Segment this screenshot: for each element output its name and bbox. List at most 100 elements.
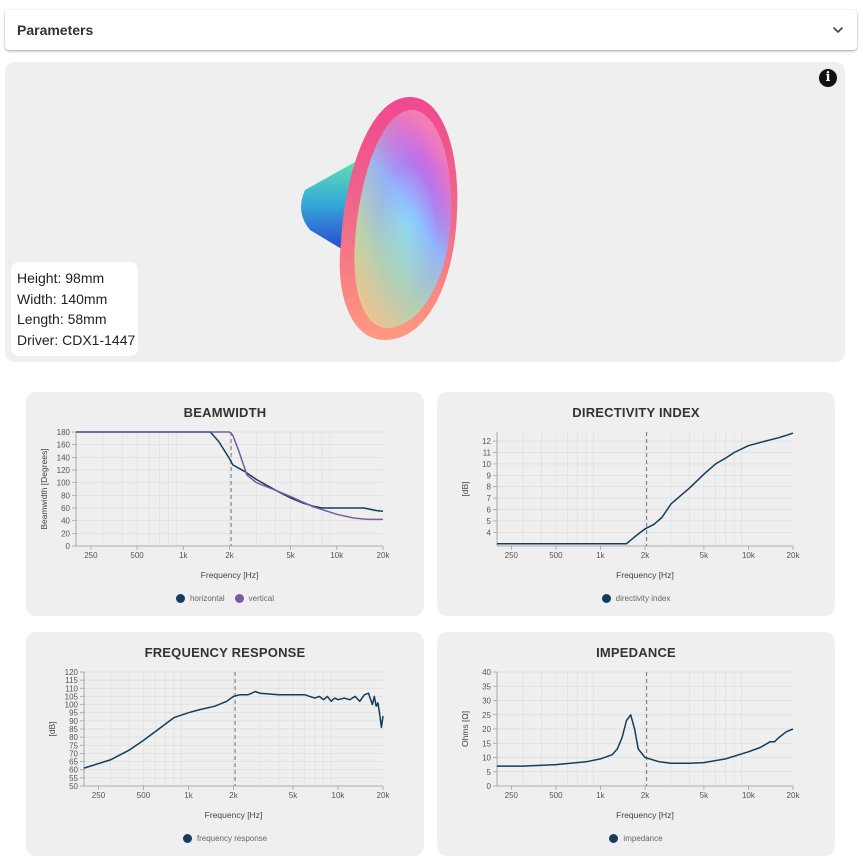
x-tick-label: 1k [179,551,188,560]
driver-label: Driver: CDX1-1447 [17,331,136,348]
x-tick-label: 20k [787,551,801,560]
impedance-chart: 0 5 10 15 20 25 30 35 40 250 500 1k 2k 5k 10k 20k Freque… [460,668,800,820]
height-label: Height: 98mm [17,270,105,286]
y-tick-label: 85 [69,725,78,734]
y-tick-label: 100 [65,701,79,710]
x-tick-label: 250 [505,791,519,800]
impedance-card: IMPEDANCE 0 5 10 15 20 25 30 35 40 250 500 1k 2k 5k 10… [437,632,835,856]
x-tick-label: 250 [505,551,519,560]
y-tick-label: 20 [61,529,70,538]
length-label: Length: 58mm [17,311,107,327]
y-tick-label: 65 [69,758,78,767]
y-axis-title: [dB] [47,721,57,736]
y-tick-label: 8 [487,483,492,492]
horn-3d-viewer[interactable]: i Height: 98mm Width: 140mm Length: 58mm… [5,62,845,362]
x-tick-label: 5k [700,791,709,800]
chevron-down-icon[interactable] [831,23,845,37]
y-tick-label: 115 [65,676,78,685]
y-tick-label: 0 [66,542,71,551]
y-tick-label: 15 [482,739,491,748]
x-tick-label: 500 [549,791,563,800]
x-axis-title: Frequency [Hz] [616,810,674,820]
y-tick-label: 55 [69,774,78,783]
x-tick-label: 250 [92,791,106,800]
y-tick-label: 25 [482,711,491,720]
x-tick-label: 1k [596,551,605,560]
y-tick-label: 80 [61,491,70,500]
y-tick-label: 50 [69,782,78,791]
frequency-response-legend: frequency response [26,834,424,843]
x-axis-title: Frequency [Hz] [201,570,259,580]
x-tick-label: 10k [742,791,756,800]
legend-item-impedance[interactable]: impedance [609,834,663,843]
x-tick-label: 1k [184,791,193,800]
y-tick-label: 10 [482,460,491,469]
x-tick-label: 1k [596,791,605,800]
y-tick-label: 5 [487,517,492,526]
y-tick-label: 35 [482,682,491,691]
legend-dot-icon [609,834,619,843]
y-tick-label: 180 [57,428,71,437]
impedance-title: IMPEDANCE [596,645,676,660]
y-tick-label: 12 [482,437,491,446]
y-tick-label: 5 [487,768,492,777]
legend-dot-icon [601,594,611,603]
y-tick-label: 160 [57,441,71,450]
y-axis-title: Beamwidth [Degrees] [39,448,49,529]
x-tick-label: 10k [330,551,344,560]
legend-item-frequency-response[interactable]: frequency response [182,834,268,843]
directivity-index-card: DIRECTIVITY INDEX 4 5 6 7 8 9 10 11 12 250 500 1k 2k… [437,392,835,616]
x-tick-label: 2k [229,791,238,800]
y-tick-label: 120 [65,668,79,677]
legend-item-horizontal[interactable]: horizontal [175,594,225,603]
x-tick-label: 2k [225,551,234,560]
horn-model [301,97,458,340]
y-tick-label: 95 [69,709,78,718]
beamwidth-card: BEAMWIDTH 0 20 40 60 80 100 120 140 160 180 250 500… [26,392,424,616]
legend-dot-icon [182,834,192,843]
legend-label: vertical [248,594,275,603]
y-tick-label: 40 [61,517,70,526]
frequency-response-card: FREQUENCY RESPONSE 50 55 60 65 70 75 80 85 90 95 1… [26,632,424,856]
y-tick-label: 70 [69,749,78,758]
y-tick-label: 4 [487,528,492,537]
x-tick-label: 20k [377,551,391,560]
parameters-accordion[interactable]: Parameters [5,10,857,50]
series-line-impedance [497,714,794,767]
y-tick-label: 80 [69,733,78,742]
legend-label: impedance [623,834,663,843]
impedance-legend: impedance [437,834,835,843]
x-tick-label: 500 [130,551,144,560]
directivity-index-chart: 4 5 6 7 8 9 10 11 12 250 500 1k 2k 5k 10k 20k Frequency … [460,432,801,580]
series-line-vertical [76,431,383,521]
x-tick-label: 500 [137,791,151,800]
y-tick-label: 9 [487,471,492,480]
legend-dot-icon [234,594,244,603]
series-line-frequency-response [83,690,384,769]
legend-label: directivity index [615,594,671,603]
legend-item-vertical[interactable]: vertical [234,594,275,603]
parameters-title: Parameters [17,22,94,38]
x-tick-label: 10k [332,791,346,800]
y-tick-label: 60 [61,504,70,513]
y-tick-label: 110 [65,684,78,693]
beamwidth-legend: horizontal vertical [26,594,424,603]
info-icon[interactable]: i [819,69,837,87]
legend-label: horizontal [189,594,225,603]
y-tick-label: 100 [57,479,71,488]
y-tick-label: 60 [69,766,78,775]
y-tick-label: 140 [57,453,71,462]
legend-label: frequency response [196,834,268,843]
x-tick-label: 2k [641,791,650,800]
y-tick-label: 7 [487,494,492,503]
y-tick-label: 11 [483,449,492,458]
y-tick-label: 105 [65,692,79,701]
x-tick-label: 20k [377,791,391,800]
beamwidth-title: BEAMWIDTH [183,405,267,420]
y-tick-label: 10 [482,754,491,763]
legend-item-directivity-index[interactable]: directivity index [601,594,671,603]
directivity-index-title: DIRECTIVITY INDEX [572,405,700,420]
x-tick-label: 250 [84,551,98,560]
y-tick-label: 90 [69,717,78,726]
